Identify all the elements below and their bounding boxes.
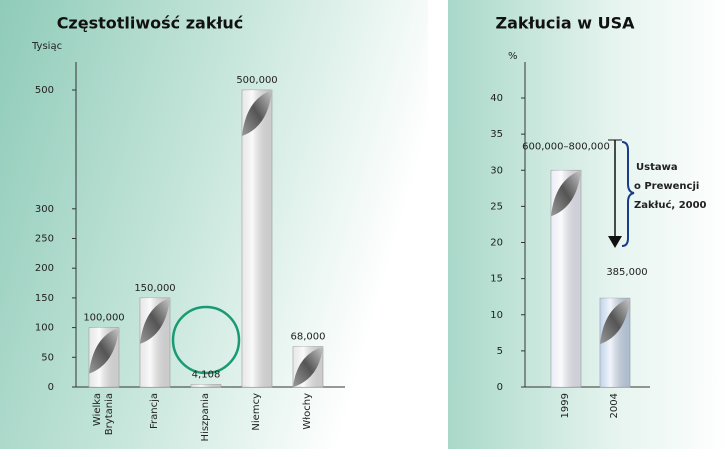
y-tick-label: 0 — [48, 382, 54, 393]
annotation: Zakłuć, 2000 — [634, 199, 707, 211]
bar-swoosh — [293, 346, 323, 387]
y-tick-label: 15 — [490, 274, 503, 285]
annotation: o Prewencji — [634, 181, 699, 192]
x-tick-label: Włochy — [302, 393, 313, 430]
bar-annotation: 385,000 — [606, 267, 647, 278]
y-tick-label: 40 — [490, 93, 503, 104]
bar-swoosh — [140, 297, 170, 344]
y-tick-label: 250 — [35, 234, 54, 245]
arrow-head — [608, 236, 622, 248]
value-label: 100,000 — [83, 313, 124, 324]
y-tick-label: 30 — [490, 165, 503, 176]
y-tick-label: 100 — [35, 323, 54, 334]
x-tick-label: 1999 — [560, 393, 571, 419]
x-tick-label: Wielka Brytania — [92, 393, 115, 436]
annotation: Ustawa — [636, 162, 678, 173]
y-tick-label: 300 — [35, 204, 54, 215]
bracket — [621, 141, 635, 247]
y-tick-label: 25 — [490, 201, 503, 212]
chart-title: Zakłucia w USA — [496, 14, 636, 33]
bar-swoosh — [600, 298, 630, 345]
y-tick-label: 20 — [490, 238, 503, 249]
bar-swoosh — [242, 90, 272, 136]
bar-shine — [191, 384, 221, 387]
x-tick-label: Niemcy — [251, 393, 262, 431]
value-label: 500,000 — [236, 75, 277, 86]
highlight-circle — [171, 305, 241, 375]
y-tick-label: 0 — [497, 382, 503, 393]
value-label: 4,108 — [192, 370, 221, 381]
bar-swoosh — [551, 170, 581, 217]
y-axis-label: % — [508, 51, 518, 62]
bar-shine — [242, 90, 272, 387]
x-tick-label: Hiszpania — [200, 393, 211, 442]
panel-background — [0, 0, 428, 449]
y-tick-label: 50 — [41, 352, 54, 363]
x-tick-label: Francja — [149, 393, 160, 430]
x-tick-label: 2004 — [609, 393, 620, 419]
bar-annotation: 600,000–800,000 — [522, 141, 610, 152]
value-label: 68,000 — [291, 332, 326, 343]
y-tick-label: 150 — [35, 293, 54, 304]
y-tick-label: 5 — [497, 346, 503, 357]
y-axis-label: Tysiąc — [31, 41, 62, 52]
y-tick-label: 35 — [490, 129, 503, 140]
y-tick-label: 200 — [35, 263, 54, 274]
y-tick-label: 500 — [35, 85, 54, 96]
bar-swoosh — [89, 327, 119, 374]
chart-title: Częstotliwość zakłuć — [57, 14, 244, 33]
y-tick-label: 10 — [490, 310, 503, 321]
panel-background — [448, 0, 728, 449]
value-label: 150,000 — [134, 283, 175, 294]
